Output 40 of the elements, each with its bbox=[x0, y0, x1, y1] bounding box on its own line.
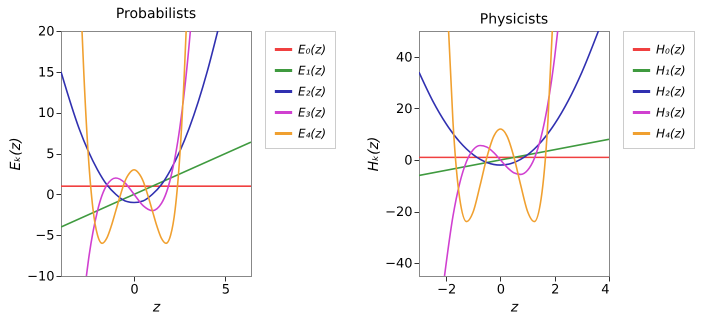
x-tick-label: 0 bbox=[130, 282, 139, 298]
y-tick-label: 5 bbox=[46, 147, 54, 162]
x-tick-label: 2 bbox=[551, 282, 560, 298]
chart-title: Physicists bbox=[480, 12, 548, 28]
legend-label: H₁(z) bbox=[656, 64, 686, 78]
y-tick-label: −10 bbox=[27, 270, 54, 284]
x-tick-label: 5 bbox=[222, 282, 230, 298]
y-tick-label: 0 bbox=[46, 188, 54, 203]
legend-label: H₄(z) bbox=[656, 126, 686, 140]
legend-label: E₀(z) bbox=[298, 42, 326, 56]
y-tick-label: 40 bbox=[396, 50, 412, 66]
line-series bbox=[61, 31, 219, 204]
legend-label: H₃(z) bbox=[656, 106, 686, 120]
x-tick-label: 4 bbox=[601, 282, 610, 298]
y-tick-label: 0 bbox=[404, 153, 412, 168]
legend-label: H₀(z) bbox=[656, 42, 686, 56]
y-tick-label: 10 bbox=[38, 106, 54, 122]
legend-label: E₁(z) bbox=[298, 64, 326, 78]
y-tick-label: 20 bbox=[396, 102, 412, 117]
line-series bbox=[81, 31, 187, 244]
legend-label: H₂(z) bbox=[656, 84, 686, 98]
x-tick-label: 0 bbox=[496, 282, 506, 298]
y-axis-title: Eₖ(z) bbox=[8, 137, 24, 171]
legend-label: E₃(z) bbox=[298, 106, 326, 120]
legend-label: E₄(z) bbox=[298, 126, 326, 140]
line-series bbox=[448, 31, 554, 222]
legend-label: E₂(z) bbox=[298, 84, 326, 98]
y-tick-label: −40 bbox=[385, 256, 412, 272]
y-tick-label: −5 bbox=[35, 228, 54, 244]
line-series bbox=[86, 31, 192, 276]
chart-title: Probabilists bbox=[116, 6, 196, 22]
line-series bbox=[444, 31, 558, 276]
x-tick-label: −2 bbox=[437, 282, 456, 298]
x-axis-title: z bbox=[152, 300, 161, 314]
y-tick-label: 15 bbox=[38, 65, 54, 80]
y-tick-label: −20 bbox=[385, 205, 412, 220]
y-axis-title: Hₖ(z) bbox=[366, 136, 382, 172]
x-axis-title: z bbox=[510, 300, 519, 314]
y-tick-label: 20 bbox=[38, 24, 54, 40]
line-series bbox=[419, 31, 600, 166]
